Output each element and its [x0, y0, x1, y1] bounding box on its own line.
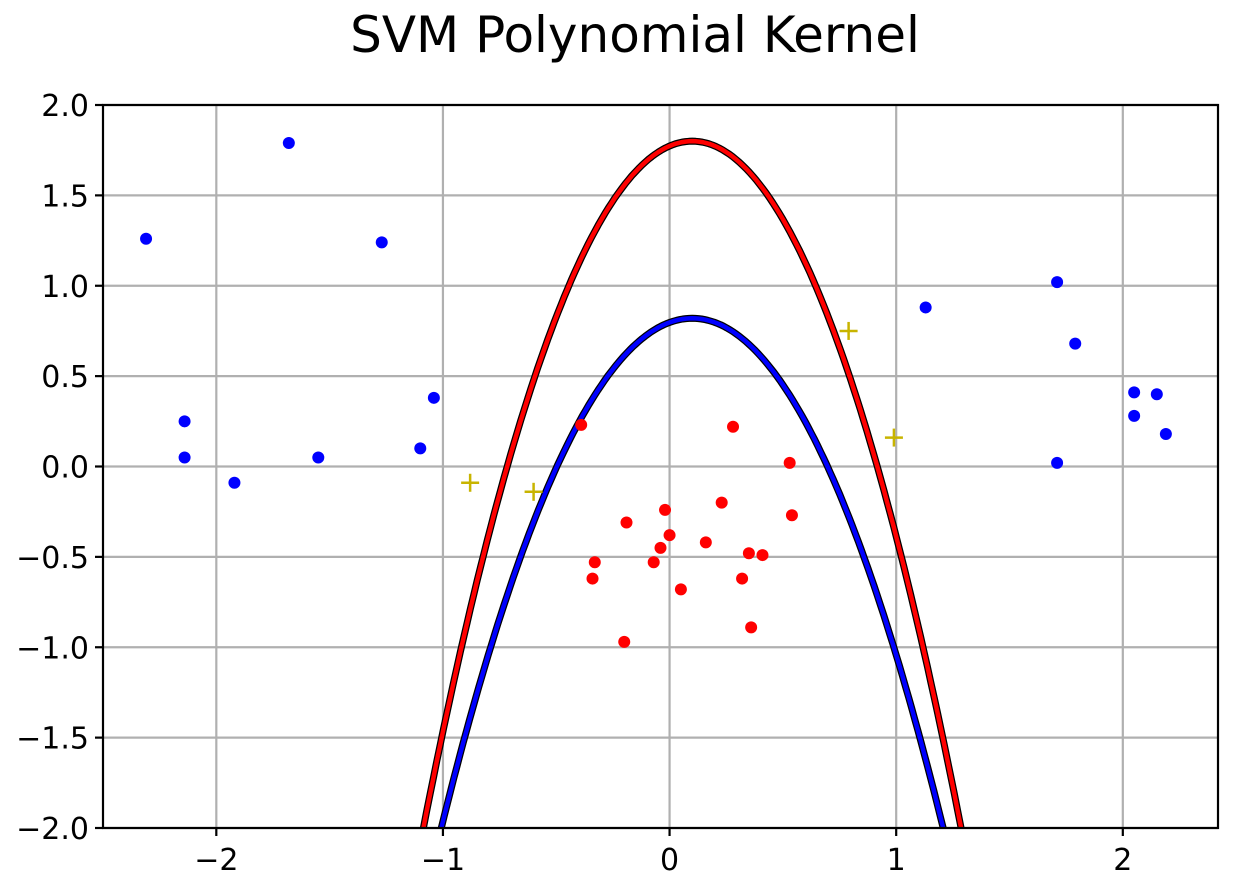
data-point: [178, 415, 191, 428]
data-point: [1069, 337, 1082, 350]
data-point: [375, 236, 388, 249]
y-tick-label: 2.0: [41, 89, 89, 124]
data-point: [1150, 388, 1163, 401]
data-point: [674, 583, 687, 596]
x-tick-label: −1: [421, 843, 465, 878]
data-point: [1128, 386, 1141, 399]
x-tick-label: −2: [194, 843, 238, 878]
support-vector-marker: [884, 428, 903, 447]
axis-ticks: −2 −1 0 1 2 2.0 1.5 1.0 0.5 0.0 −0.5 −1.0 −1.5 −2.0: [16, 89, 1132, 878]
data-point: [427, 391, 440, 404]
data-point: [178, 451, 191, 464]
data-point: [647, 556, 660, 569]
data-point: [575, 418, 588, 431]
data-point: [1159, 427, 1172, 440]
data-point: [312, 451, 325, 464]
y-tick-label: 0.0: [41, 451, 89, 486]
data-point: [783, 456, 796, 469]
chart-title: SVM Polynomial Kernel: [350, 6, 920, 64]
y-tick-label: −0.5: [16, 541, 89, 576]
y-tick-label: 1.5: [41, 179, 89, 214]
data-point: [282, 136, 295, 149]
data-point: [1051, 456, 1064, 469]
decision-curve: [421, 138, 964, 828]
decision-curve: [439, 316, 946, 828]
x-tick-label: 0: [660, 843, 679, 878]
data-point: [414, 442, 427, 455]
y-tick-label: −1.0: [16, 631, 89, 666]
x-tick-label: 1: [887, 843, 906, 878]
data-point: [715, 496, 728, 509]
support-vector-marker: [461, 473, 480, 492]
data-point: [1051, 276, 1064, 289]
data-point: [659, 503, 672, 516]
data-point: [736, 572, 749, 585]
data-point: [742, 547, 755, 560]
y-tick-label: 0.5: [41, 360, 89, 395]
y-tick-label: 1.0: [41, 270, 89, 305]
data-point: [745, 621, 758, 634]
data-point: [654, 541, 667, 554]
data-point: [756, 549, 769, 562]
support-vector-marker: [839, 321, 858, 340]
data-point: [620, 516, 633, 529]
y-tick-label: −2.0: [16, 812, 89, 847]
data-point: [919, 301, 932, 314]
data-point: [663, 529, 676, 542]
x-tick-label: 2: [1113, 843, 1132, 878]
support-vector-marker: [524, 482, 543, 501]
data-point: [727, 420, 740, 433]
data-point: [140, 232, 153, 245]
plot-area: [140, 136, 1172, 828]
data-point: [618, 635, 631, 648]
y-tick-label: −1.5: [16, 722, 89, 757]
data-point: [699, 536, 712, 549]
grid-lines: [103, 103, 1218, 830]
data-point: [1128, 409, 1141, 422]
data-point: [228, 476, 241, 489]
data-point: [586, 572, 599, 585]
data-point: [588, 556, 601, 569]
data-point: [785, 509, 798, 522]
